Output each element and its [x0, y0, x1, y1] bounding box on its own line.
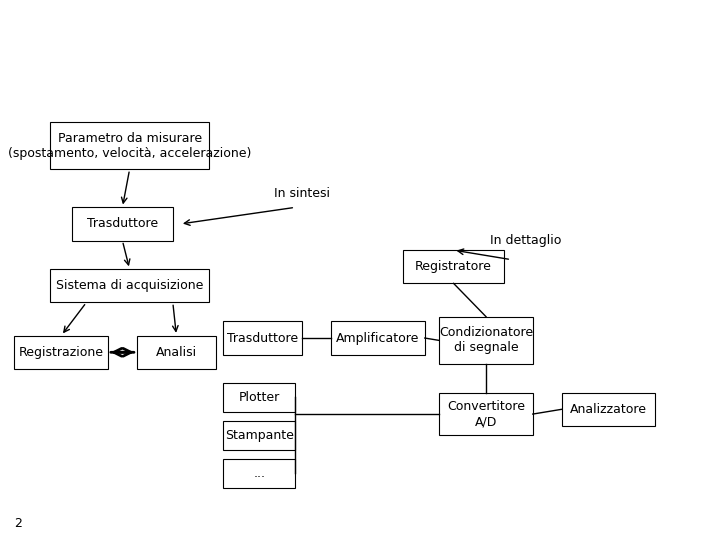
- Text: Trasduttore: Trasduttore: [228, 332, 298, 345]
- Text: In dettaglio: In dettaglio: [490, 234, 562, 247]
- FancyBboxPatch shape: [14, 336, 108, 369]
- FancyBboxPatch shape: [50, 269, 209, 302]
- Text: Stampante: Stampante: [225, 429, 294, 442]
- Text: Analisi: Analisi: [156, 346, 197, 359]
- FancyBboxPatch shape: [331, 321, 425, 355]
- Text: Catena di misura: Catena di misura: [14, 25, 228, 46]
- Text: Convertitore
A/D: Convertitore A/D: [447, 400, 525, 428]
- Text: Amplificatore: Amplificatore: [336, 332, 420, 345]
- FancyBboxPatch shape: [50, 122, 209, 170]
- FancyBboxPatch shape: [403, 250, 504, 284]
- Text: Plotter: Plotter: [238, 391, 280, 404]
- FancyBboxPatch shape: [223, 421, 295, 450]
- Text: In sintesi: In sintesi: [274, 187, 330, 200]
- Text: Trasduttore: Trasduttore: [87, 218, 158, 231]
- FancyBboxPatch shape: [137, 336, 216, 369]
- Text: Analizzatore: Analizzatore: [570, 403, 647, 416]
- FancyBboxPatch shape: [72, 207, 173, 241]
- Text: 2: 2: [14, 517, 22, 530]
- FancyBboxPatch shape: [223, 321, 302, 355]
- FancyBboxPatch shape: [223, 383, 295, 411]
- Text: Registrazione: Registrazione: [19, 346, 104, 359]
- Text: Registratore: Registratore: [415, 260, 492, 273]
- Text: ...: ...: [253, 467, 265, 480]
- Text: Condizionatore
di segnale: Condizionatore di segnale: [439, 326, 533, 354]
- Text: Sistema di acquisizione: Sistema di acquisizione: [56, 279, 203, 292]
- FancyBboxPatch shape: [223, 459, 295, 488]
- FancyBboxPatch shape: [439, 316, 533, 364]
- FancyBboxPatch shape: [562, 393, 655, 426]
- FancyBboxPatch shape: [439, 393, 533, 435]
- Text: Parametro da misurare
(spostamento, velocità, accelerazione): Parametro da misurare (spostamento, velo…: [8, 132, 251, 160]
